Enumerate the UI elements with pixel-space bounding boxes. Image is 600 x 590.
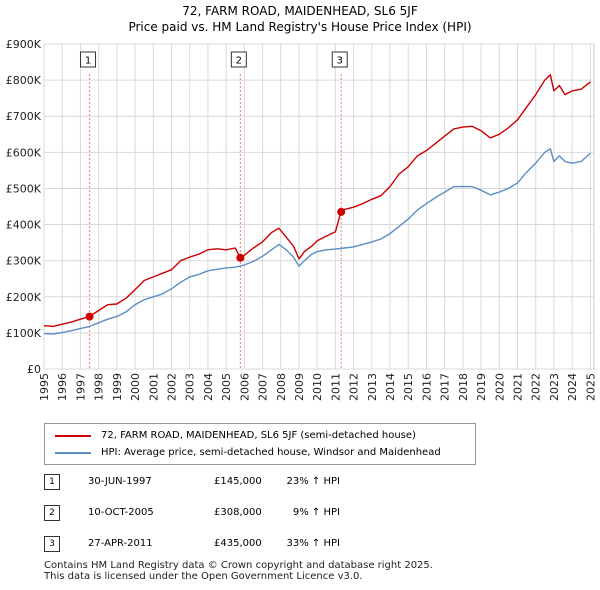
sale-point — [337, 207, 346, 216]
sale-hpi-change: 23% ↑ HPI — [286, 476, 340, 487]
x-tick-label: 2007 — [257, 373, 270, 401]
sale-row: 1 30-JUN-1997 £145,000 23% ↑ HPI — [44, 474, 464, 505]
x-tick-label: 2004 — [202, 373, 215, 401]
sale-price: £308,000 — [214, 507, 262, 518]
sale-hpi-change: 9% ↑ HPI — [292, 507, 340, 518]
legend-label-property: 72, FARM ROAD, MAIDENHEAD, SL6 5JF (semi… — [101, 430, 416, 441]
x-tick-label: 2023 — [548, 373, 561, 401]
price-chart: £0 £100K £200K £300K £400K £500K £600K £700K £80… — [6, 38, 598, 401]
x-tick-label: 2017 — [439, 373, 452, 401]
x-tick-label: 2005 — [220, 373, 233, 401]
sale-marker-box — [331, 51, 348, 68]
sale-marker-box — [230, 51, 247, 68]
x-tick-label: 2000 — [129, 373, 142, 401]
x-tick-label: 1999 — [111, 373, 124, 401]
sale-number-badge: 2 — [44, 505, 60, 521]
x-tick-label: 2014 — [384, 373, 397, 401]
y-tick-label: £800K — [6, 74, 42, 87]
sale-marker-label: 1 — [85, 56, 91, 67]
x-tick-label: 2022 — [530, 373, 543, 401]
y-tick-label: £200K — [6, 291, 42, 304]
x-tick-label: 2006 — [238, 373, 251, 401]
legend-item-property: 72, FARM ROAD, MAIDENHEAD, SL6 5JF (semi… — [55, 430, 416, 441]
x-tick-label: 2016 — [420, 373, 433, 401]
legend-label-hpi: HPI: Average price, semi-detached house,… — [101, 447, 441, 458]
y-tick-label: £900K — [6, 38, 42, 51]
sale-number-badge: 3 — [44, 536, 60, 552]
chart-legend: 72, FARM ROAD, MAIDENHEAD, SL6 5JF (semi… — [44, 423, 476, 465]
sale-marker-box — [80, 51, 97, 68]
sale-date: 27-APR-2011 — [88, 538, 153, 549]
sale-marker-label: 2 — [236, 56, 242, 67]
y-tick-label: £300K — [6, 255, 42, 268]
x-tick-label: 2019 — [475, 373, 488, 401]
legend-swatch-property — [55, 434, 91, 437]
footer-attribution: Contains HM Land Registry data © Crown c… — [44, 560, 433, 582]
series-line-hpi — [43, 147, 591, 335]
sale-row: 2 10-OCT-2005 £308,000 9% ↑ HPI — [44, 505, 464, 536]
x-tick-label: 2025 — [584, 373, 597, 401]
legend-swatch-hpi — [55, 451, 91, 454]
x-tick-label: 2009 — [293, 373, 306, 401]
sale-row: 3 27-APR-2011 £435,000 33% ↑ HPI — [44, 536, 464, 567]
footer-license: This data is licensed under the Open Gov… — [44, 571, 363, 582]
x-tick-label: 2011 — [329, 373, 342, 401]
sale-date: 30-JUN-1997 — [88, 476, 152, 487]
y-tick-label: £400K — [6, 219, 42, 232]
y-tick-label: £700K — [6, 110, 42, 123]
x-tick-label: 1997 — [74, 373, 87, 401]
y-tick-label: £500K — [6, 182, 42, 195]
footer-copyright: Contains HM Land Registry data © Crown c… — [44, 560, 433, 571]
sale-point — [236, 253, 245, 262]
y-tick-label: £100K — [6, 327, 42, 340]
x-tick-label: 2010 — [311, 373, 324, 401]
x-tick-label: 2021 — [512, 373, 525, 401]
x-tick-label: 1996 — [56, 373, 69, 401]
sale-marker-label: 3 — [337, 56, 343, 67]
x-tick-label: 2015 — [402, 373, 415, 401]
sale-price: £435,000 — [214, 538, 262, 549]
sales-table: 1 30-JUN-1997 £145,000 23% ↑ HPI 2 10-OC… — [44, 474, 464, 567]
x-tick-label: 2008 — [275, 373, 288, 401]
x-tick-label: 1995 — [38, 373, 51, 401]
x-tick-label: 2001 — [147, 373, 160, 401]
plot-area — [43, 43, 595, 370]
sale-date: 10-OCT-2005 — [88, 507, 154, 518]
y-tick-label: £0 — [27, 363, 41, 376]
chart-title: 72, FARM ROAD, MAIDENHEAD, SL6 5JF — [182, 4, 418, 18]
x-tick-label: 2024 — [566, 373, 579, 401]
x-tick-label: 2020 — [493, 373, 506, 401]
series-line-property — [43, 73, 591, 328]
sale-hpi-change: 33% ↑ HPI — [286, 538, 340, 549]
x-tick-label: 2003 — [184, 373, 197, 401]
chart-subtitle: Price paid vs. HM Land Registry's House … — [128, 20, 472, 34]
x-tick-label: 2012 — [348, 373, 361, 401]
sale-number-badge: 1 — [44, 474, 60, 490]
legend-item-hpi: HPI: Average price, semi-detached house,… — [55, 447, 441, 458]
x-tick-label: 2018 — [457, 373, 470, 401]
x-tick-label: 2002 — [165, 373, 178, 401]
x-tick-label: 1998 — [93, 373, 106, 401]
sale-price: £145,000 — [214, 476, 262, 487]
y-tick-label: £600K — [6, 146, 42, 159]
sale-point — [85, 312, 94, 321]
x-tick-label: 2013 — [366, 373, 379, 401]
